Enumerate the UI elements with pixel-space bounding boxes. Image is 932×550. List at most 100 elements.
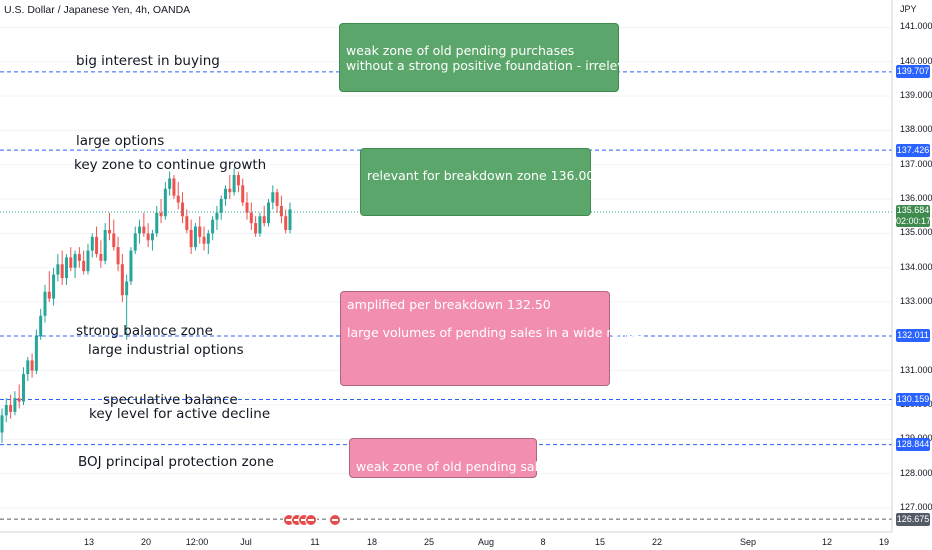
candle-body [129, 250, 133, 282]
price-level-tag: 139.707 [896, 65, 930, 79]
price-tick-label: 135.000 [900, 227, 932, 238]
candle-body [241, 185, 245, 203]
candle-body [47, 291, 51, 299]
candle-body [103, 229, 107, 261]
annotation-strong-balance: strong balance zone [76, 323, 213, 339]
price-tick-label: 138.000 [900, 124, 932, 135]
candle-body [232, 175, 236, 193]
annotation-big-interest: big interest in buying [76, 53, 220, 69]
annotation-key-level-decline: key level for active decline [89, 406, 271, 422]
time-tick-label: 15 [594, 537, 606, 547]
candle-body [73, 253, 77, 268]
price-tick-label: 133.000 [900, 296, 932, 307]
box-weak-pending-purchases[interactable]: weak zone of old pending purchases witho… [339, 23, 645, 92]
candle-body [284, 216, 288, 230]
time-tick-label: 12:00 [185, 537, 209, 547]
time-tick-label: 13 [83, 537, 95, 547]
chart-grid [0, 26, 892, 509]
candle-body [133, 233, 137, 251]
candle-body [150, 233, 154, 241]
time-tick-label: Sep [739, 537, 757, 547]
candle-body [125, 281, 129, 296]
candle-body [99, 253, 103, 261]
price-tick-label: 141.000 [900, 21, 932, 32]
price-level-tag: 130.159 [896, 393, 930, 407]
candle-body [258, 216, 262, 234]
candle-body [86, 250, 90, 272]
candle-body [17, 398, 21, 402]
current-price-tag: 135.684 02:00:17 [896, 205, 932, 227]
price-level-tag: 126.675 [896, 512, 930, 526]
candle-body [211, 219, 215, 234]
price-tick-label: 131.000 [900, 364, 932, 375]
chart-title: U.S. Dollar / Japanese Yen, 4h, OANDA [4, 4, 191, 16]
box-weak-pending-purchases-line2: without a strong positive foundation - i… [346, 58, 646, 73]
candlestick-series [0, 168, 292, 443]
price-level-tag: 128.844 [896, 438, 930, 452]
candle-body [185, 216, 189, 230]
level-lines [0, 71, 892, 520]
candle-body [112, 233, 116, 248]
time-tick-label: 11 [310, 537, 320, 547]
candle-body [249, 212, 253, 224]
candle-body [13, 398, 17, 412]
candle-body [155, 212, 159, 234]
us-flag-icon[interactable] [329, 514, 341, 526]
annotation-boj-zone: BOJ principal protection zone [78, 454, 274, 470]
candle-body [288, 209, 292, 230]
candle-body [60, 264, 64, 279]
price-tick-label: 127.000 [900, 501, 932, 512]
candle-body [193, 226, 197, 248]
candle-body [163, 188, 167, 217]
us-flag-icon[interactable] [305, 514, 317, 526]
box-weak-pending-sales-text: weak zone of old pending sales [356, 459, 553, 474]
candle-body [262, 216, 266, 224]
time-tick-label: 22 [651, 537, 663, 547]
candle-body [95, 236, 99, 254]
candle-body [189, 229, 193, 248]
candle-body [206, 233, 210, 244]
candle-body [21, 374, 25, 402]
candle-body [69, 257, 73, 268]
box-breakdown-relevant[interactable]: relevant for breakdown zone 136.00/50 [360, 148, 614, 216]
candle-body [56, 264, 60, 275]
candle-body [275, 192, 279, 206]
candle-body [64, 257, 68, 279]
candle-body [254, 223, 258, 234]
box-amplified-breakdown[interactable]: amplified per breakdown 132.50 large vol… [340, 291, 643, 386]
time-tick-label: 8 [540, 537, 546, 547]
box-weak-pending-sales[interactable]: weak zone of old pending sales [349, 438, 552, 478]
time-tick-label: Jul [240, 537, 252, 547]
current-price-countdown: 02:00:17 [896, 216, 932, 226]
box-breakdown-relevant-text: relevant for breakdown zone 136.00/50 [367, 168, 615, 183]
candle-body [34, 336, 38, 371]
candle-body [90, 236, 94, 251]
candle-body [215, 212, 219, 220]
current-price-value: 135.684 [896, 205, 930, 215]
box-amplified-breakdown-line2: large volumes of pending sales in a wide… [347, 325, 643, 340]
price-tick-label: 136.000 [900, 193, 932, 204]
candle-body [271, 192, 275, 203]
candle-body [159, 212, 163, 217]
candle-body [176, 195, 180, 203]
candle-body [219, 199, 223, 213]
candle-body [146, 233, 150, 241]
time-tick-label: Aug [477, 537, 495, 547]
candle-body [43, 291, 47, 316]
candle-body [107, 229, 111, 234]
time-tick-label: 20 [140, 537, 152, 547]
price-tick-label: 140.000 [900, 55, 932, 66]
time-tick-label: 12 [821, 537, 833, 547]
candle-body [138, 226, 142, 234]
candle-body [26, 360, 30, 375]
candle-body [39, 315, 43, 337]
candle-body [181, 202, 185, 217]
candle-body [228, 188, 232, 193]
price-tick-label: 128.000 [900, 467, 932, 478]
annotation-speculative-balance: speculative balance [103, 392, 238, 408]
candle-body [116, 247, 120, 265]
candle-body [142, 226, 146, 234]
candle-body [82, 260, 86, 272]
candle-body [77, 253, 81, 261]
candle-body [202, 236, 206, 244]
